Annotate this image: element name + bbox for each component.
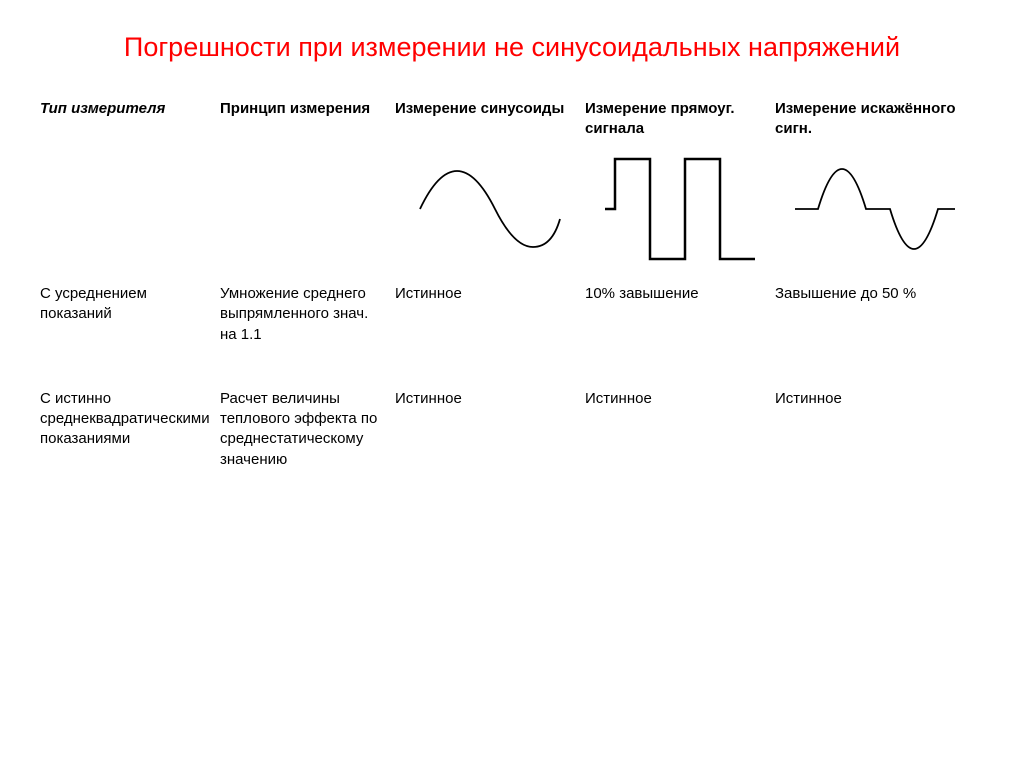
r1-distorted: Завышение до 50 % [775,274,975,355]
measurement-table: Тип измерителя Принцип измерения Измерен… [40,93,984,480]
header-meter-type: Тип измерителя [40,93,220,144]
page-title: Погрешности при измерении не синусоидаль… [40,30,984,65]
sine-wave-icon [415,159,565,259]
r1-meter-type: С усреднением показаний [40,274,220,355]
wave-distorted [775,144,975,274]
distorted-wave-icon [790,159,960,259]
square-wave-icon [600,149,760,269]
r2-distorted: Истинное [775,379,975,480]
wave-square [585,144,775,274]
wave-cell-empty2 [220,144,395,274]
wave-cell-empty1 [40,144,220,274]
r2-meter-type: С истинно среднеквадратическими показани… [40,379,220,480]
header-square: Измерение прямоуг. сигнала [585,93,775,144]
r2-square: Истинное [585,379,775,480]
header-principle: Принцип измерения [220,93,395,144]
row-spacer [40,355,975,379]
r2-sine: Истинное [395,379,585,480]
r1-sine: Истинное [395,274,585,355]
header-sine: Измерение синусоиды [395,93,585,144]
r1-principle: Умножение среднего выпрямленного знач. н… [220,274,395,355]
header-distorted: Измерение искажённого сигн. [775,93,975,144]
r2-principle: Расчет величины теплового эффекта по сре… [220,379,395,480]
r1-square: 10% завышение [585,274,775,355]
wave-sine [395,144,585,274]
